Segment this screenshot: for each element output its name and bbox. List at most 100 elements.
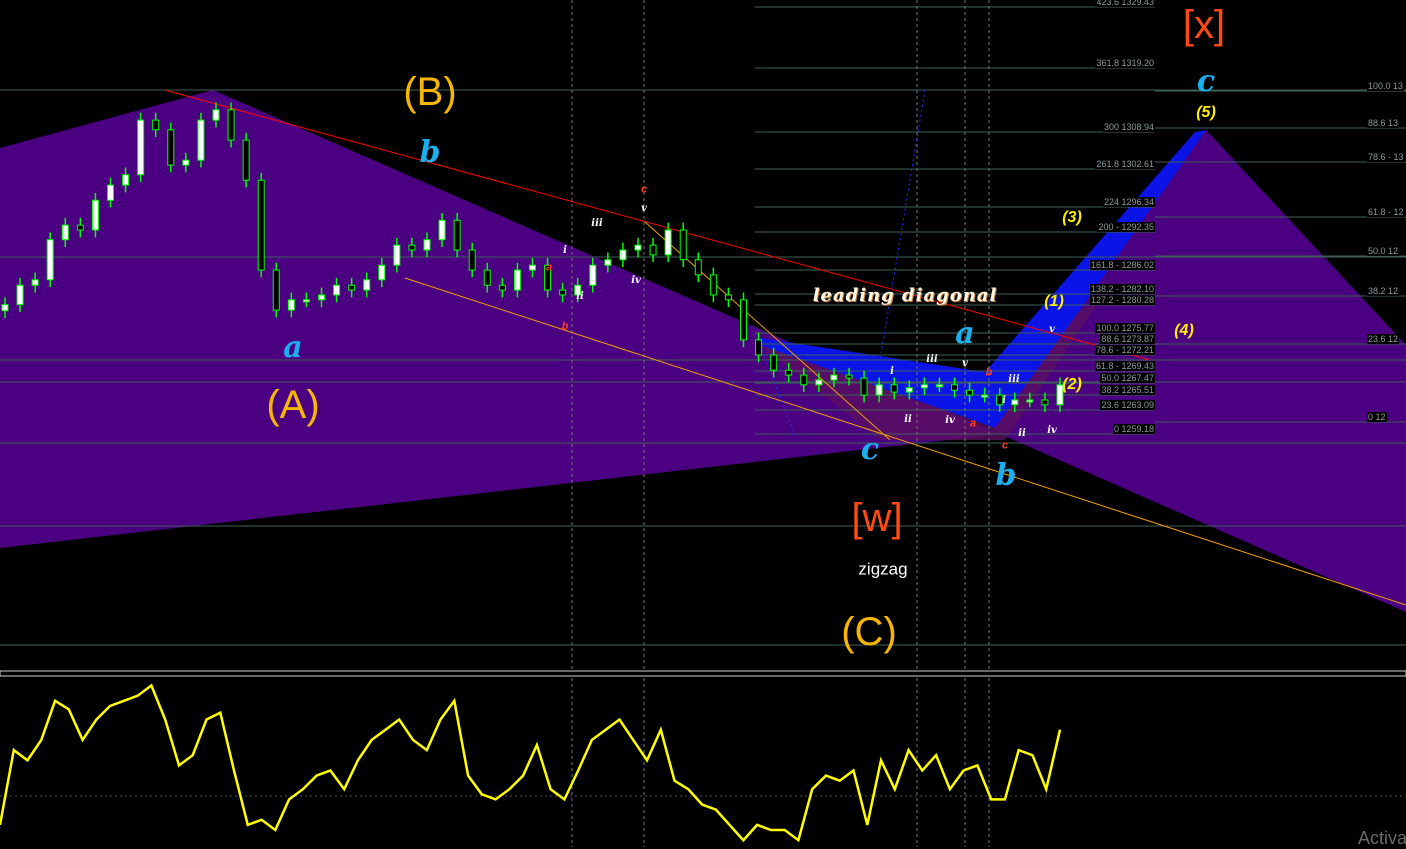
- candle-body: [951, 384, 958, 391]
- wave-label-a-mid: a: [955, 316, 975, 351]
- wave-label-A: (A): [266, 383, 320, 427]
- fib-label: 0 1259.18: [1112, 424, 1155, 434]
- trendline-red[interactable]: [164, 89, 1151, 361]
- oscillator-line: [0, 683, 1062, 843]
- subwave-label: i: [890, 366, 894, 377]
- candle-body: [890, 384, 898, 393]
- candle-body: [1041, 399, 1049, 406]
- subwave-label: i: [563, 245, 567, 256]
- subwave-label: i: [1002, 395, 1006, 406]
- candle-body: [966, 389, 974, 396]
- fib-label: 138.2 - 1282.10: [1089, 284, 1155, 294]
- wave-label-4: (4): [1174, 322, 1194, 339]
- candle-body: [770, 354, 778, 371]
- horizontal-levels: [0, 6, 1406, 646]
- candle-body: [378, 264, 386, 281]
- candle-body: [589, 264, 597, 286]
- dotted-blue-line-2[interactable]: [759, 344, 796, 436]
- channel-line-orange[interactable]: [404, 277, 1406, 606]
- candle-body: [423, 239, 431, 251]
- pane-separator[interactable]: [0, 670, 1406, 677]
- candle-body: [649, 244, 657, 256]
- candle-body: [785, 369, 793, 376]
- minor-wave-label: a: [969, 417, 977, 430]
- fib-label-right: 0 12: [1367, 412, 1387, 422]
- candle-body: [318, 294, 325, 301]
- wave-label-5: (5): [1196, 104, 1216, 121]
- candle-body: [438, 219, 446, 241]
- wave-label-B: (B): [403, 70, 457, 114]
- candle-body: [559, 289, 567, 296]
- wave-label-b: b: [419, 135, 441, 170]
- fib-label: 200 - 1292.35: [1097, 222, 1155, 232]
- candle-body: [694, 259, 702, 276]
- subwave-label: ii: [1018, 428, 1026, 439]
- leading-diagonal-note: leading diagonal: [812, 285, 998, 306]
- candle-body: [197, 119, 205, 161]
- candle-body: [679, 229, 687, 261]
- fib-label-right: 38.2 12: [1367, 286, 1400, 296]
- zones: [0, 90, 1406, 612]
- wave-label-C: (C): [841, 610, 897, 654]
- wave-label-c-top: c: [1196, 64, 1216, 99]
- subwave-label: v: [641, 203, 647, 214]
- candle-body: [212, 109, 220, 121]
- candle-body: [408, 244, 416, 251]
- wave-label-c: c: [860, 432, 880, 467]
- candle-body: [996, 394, 1004, 406]
- candle-body: [830, 374, 838, 381]
- candle-body: [91, 199, 99, 231]
- candle-body: [664, 229, 672, 256]
- candle-body: [513, 269, 521, 291]
- subwave-label: ii: [904, 414, 912, 425]
- candle-body: [860, 377, 868, 396]
- candle-body: [604, 259, 612, 266]
- subwave-label: v: [1049, 324, 1055, 335]
- zigzag-note: zigzag: [858, 559, 908, 579]
- purple-zone-right: [990, 130, 1406, 612]
- candle-body: [905, 387, 913, 393]
- degree-label-w: [w]: [851, 496, 903, 540]
- candle-body: [935, 384, 943, 388]
- subwave-label: iv: [945, 415, 955, 426]
- candle-body: [529, 264, 536, 271]
- candle-body: [1026, 399, 1034, 403]
- candle-body: [333, 284, 341, 296]
- candle-body: [1, 304, 9, 312]
- degree-label-x: [x]: [1182, 3, 1226, 47]
- fib-label-right: 50.0 12: [1367, 246, 1400, 256]
- candle-body: [61, 224, 69, 241]
- candle-body: [107, 184, 114, 201]
- fib-label: 127.2 - 1280.28: [1089, 295, 1155, 305]
- wave-label-a: a: [283, 330, 303, 365]
- wave-label-3: (3): [1062, 209, 1082, 226]
- candle-body: [740, 299, 747, 341]
- fib-label: 78.6 - 1272.21: [1094, 345, 1155, 355]
- candle-body: [257, 179, 265, 271]
- fib-label-right: 78.6 - 13: [1367, 152, 1405, 162]
- subwave-label: iii: [926, 354, 938, 365]
- candle-body: [122, 174, 130, 186]
- activation-watermark: Activa: [1358, 828, 1406, 848]
- candle-body: [453, 219, 461, 251]
- candle-body: [981, 394, 989, 398]
- subwave-label: iv: [631, 275, 641, 286]
- candle-body: [815, 379, 823, 386]
- candle-body: [46, 239, 54, 281]
- candle-body: [1056, 384, 1064, 406]
- fib-label: 423.6 1329.43: [1095, 0, 1155, 7]
- fib-label: 38.2 1265.51: [1100, 385, 1155, 395]
- candle-body: [31, 279, 39, 286]
- candle-body: [152, 119, 160, 131]
- candles: [1, 102, 1064, 413]
- candle-body: [574, 284, 582, 296]
- candle-body: [167, 129, 175, 166]
- dotted-blue-line[interactable]: [879, 89, 926, 361]
- subwave-label: iii: [1008, 374, 1020, 385]
- candle-body: [875, 384, 883, 396]
- candle-body: [619, 249, 627, 261]
- candle-body: [498, 284, 506, 291]
- candle-body: [483, 269, 491, 286]
- wave-label-2: (2): [1062, 376, 1082, 393]
